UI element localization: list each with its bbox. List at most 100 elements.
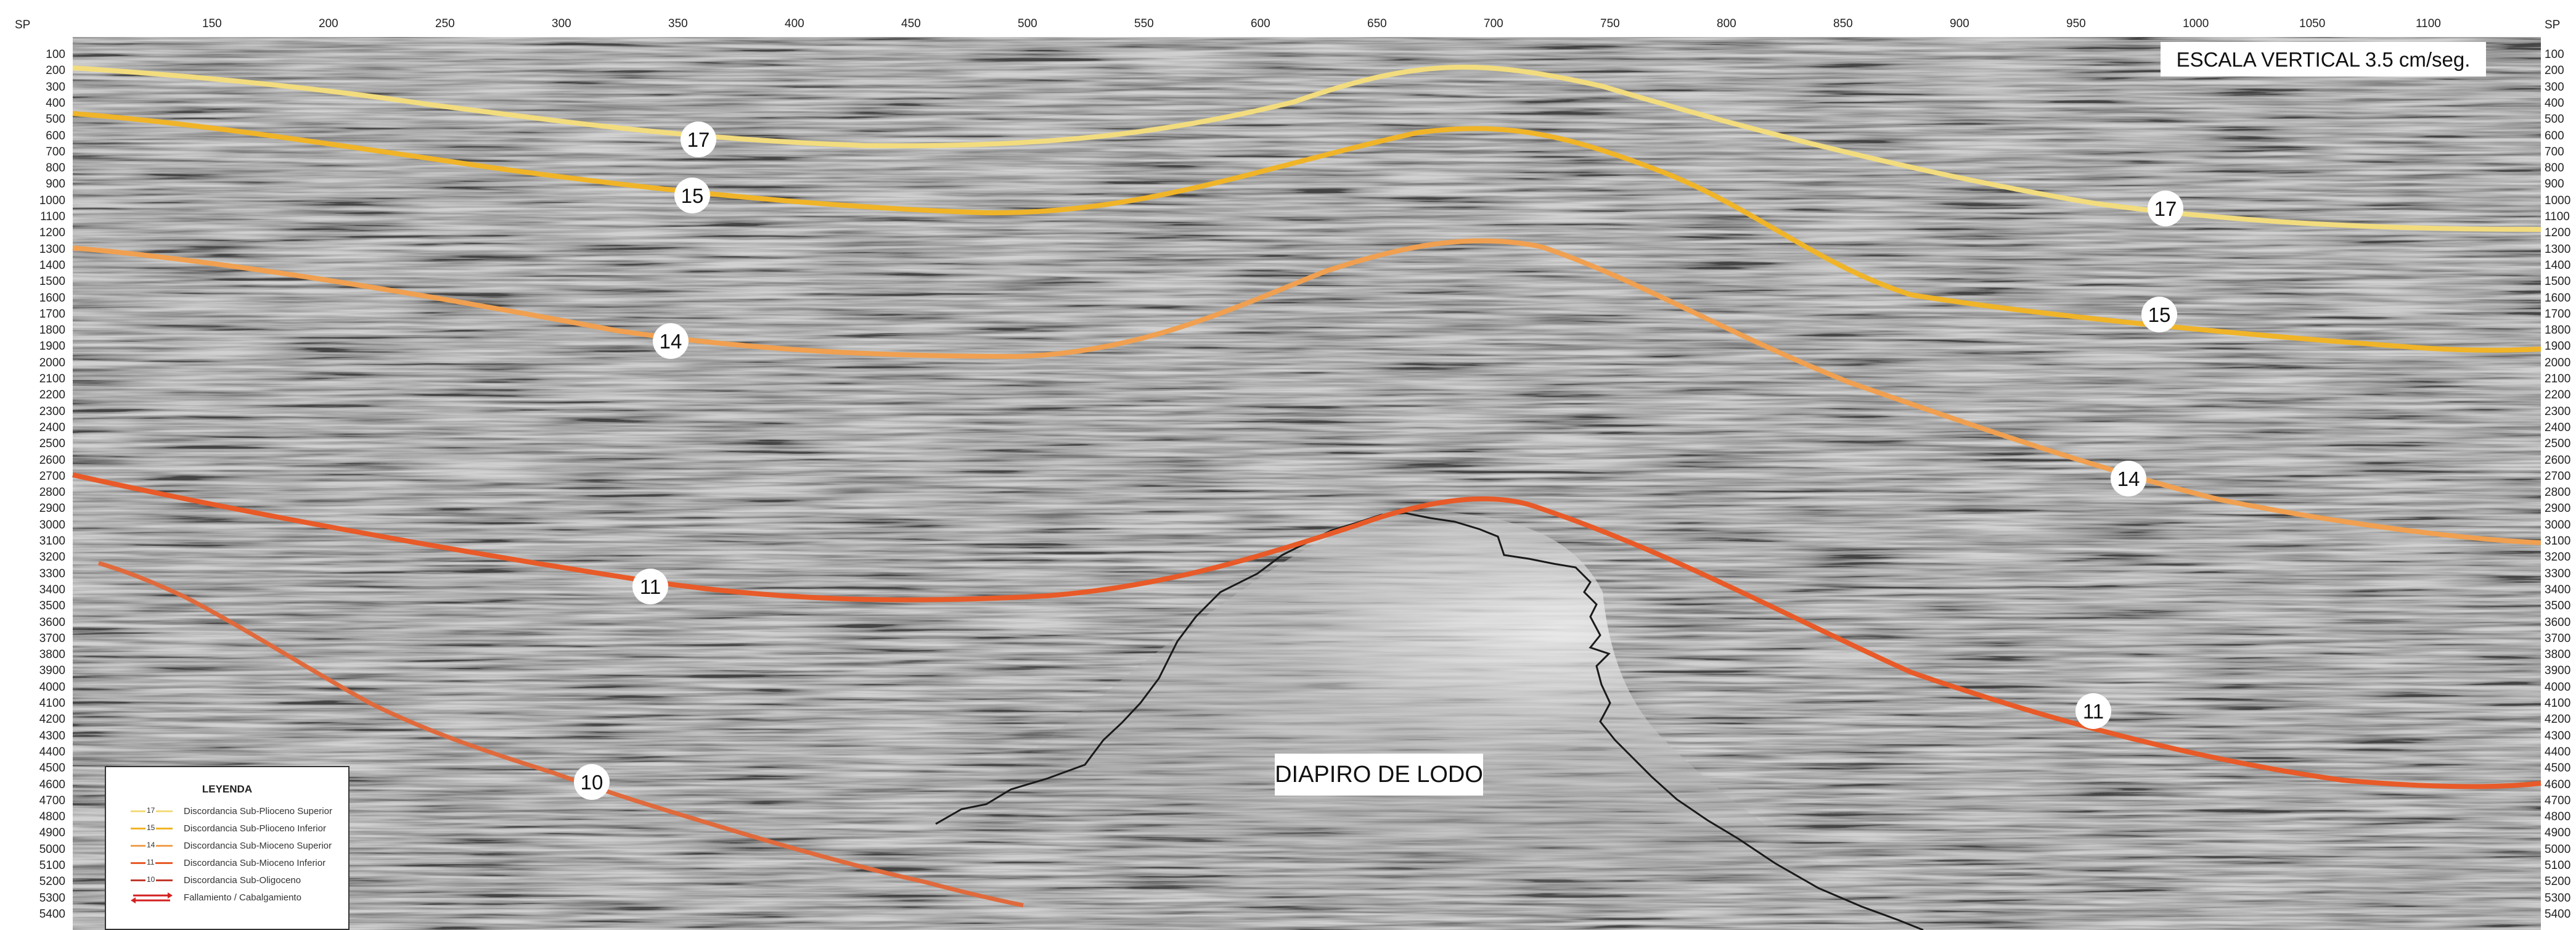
marker-15-a: 15 bbox=[674, 178, 710, 213]
legend-num-17: 17 bbox=[145, 805, 157, 815]
right-axis-tick: 1100 bbox=[2545, 210, 2570, 223]
marker-14-b: 14 bbox=[2111, 461, 2146, 496]
right-axis-tick: 2300 bbox=[2545, 405, 2571, 418]
left-axis-tick: 1500 bbox=[39, 275, 65, 289]
right-axis-tick: 1900 bbox=[2545, 340, 2571, 353]
marker-15-a-label: 15 bbox=[681, 184, 704, 207]
top-axis-tick: 850 bbox=[1833, 17, 1853, 30]
top-axis-tick: 550 bbox=[1134, 17, 1154, 30]
right-axis-tick: 700 bbox=[2545, 145, 2564, 158]
right-axis-tick: 2500 bbox=[2545, 437, 2571, 451]
left-axis-tick: 5000 bbox=[39, 842, 65, 856]
right-axis-tick: 4700 bbox=[2545, 794, 2571, 807]
right-axis-tick: 800 bbox=[2545, 162, 2564, 175]
right-axis-tick: 4900 bbox=[2545, 826, 2571, 840]
right-axis-tick: 4200 bbox=[2545, 713, 2571, 726]
left-axis-tick: 4300 bbox=[39, 729, 65, 743]
left-axis-tick: 800 bbox=[46, 162, 65, 175]
left-axis-tick: 2600 bbox=[39, 453, 65, 467]
legend-num-15: 15 bbox=[145, 823, 157, 833]
left-axis-tick: 1100 bbox=[40, 210, 65, 223]
top-axis-tick: 750 bbox=[1600, 17, 1620, 30]
left-axis-tick: 2000 bbox=[39, 356, 65, 369]
left-axis-tick: 2900 bbox=[39, 502, 65, 516]
right-axis-tick: 400 bbox=[2545, 96, 2564, 110]
legend-item-11: 11 Discordancia Sub-Mioceno Inferior bbox=[131, 856, 325, 870]
marker-14-a-label: 14 bbox=[660, 330, 682, 353]
diapir-outline bbox=[935, 512, 1924, 930]
right-axis-tick: 5200 bbox=[2545, 875, 2571, 889]
left-axis-tick: 2300 bbox=[39, 405, 65, 418]
horizon-14-line bbox=[72, 238, 2541, 545]
right-axis-tick: 4600 bbox=[2545, 778, 2571, 791]
right-axis-tick: 4300 bbox=[2545, 729, 2571, 743]
legend-item-10: 10 Discordancia Sub-Oligoceno bbox=[131, 873, 301, 887]
left-axis-tick: 900 bbox=[46, 178, 65, 191]
top-axis-tick: 700 bbox=[1484, 17, 1503, 30]
legend-num-14: 14 bbox=[145, 840, 157, 850]
left-axis-tick: 2800 bbox=[39, 486, 65, 500]
left-axis-tick: 4400 bbox=[39, 745, 65, 759]
legend-text-15: Discordancia Sub-Plioceno Inferior bbox=[184, 823, 326, 834]
right-axis-tick: 4500 bbox=[2545, 762, 2571, 775]
top-axis-tick: 450 bbox=[901, 17, 921, 30]
right-axis-tick: 4800 bbox=[2545, 810, 2571, 824]
marker-11-a: 11 bbox=[632, 569, 668, 604]
legend-swatch-14: 14 bbox=[131, 839, 173, 852]
left-axis-tick: 2400 bbox=[39, 421, 65, 434]
left-axis-tick: 4100 bbox=[39, 697, 65, 710]
right-axis-tick: 5300 bbox=[2545, 891, 2571, 905]
left-axis-tick: 3400 bbox=[39, 583, 65, 596]
marker-11-a-label: 11 bbox=[640, 575, 661, 598]
left-axis-tick: 3200 bbox=[39, 551, 65, 564]
marker-15-b: 15 bbox=[2141, 297, 2177, 332]
right-axis-tick: 1200 bbox=[2545, 226, 2571, 240]
left-axis-tick: 5200 bbox=[39, 875, 65, 889]
top-axis-tick: 650 bbox=[1367, 17, 1387, 30]
legend-item-fault: Fallamiento / Cabalgamiento bbox=[131, 891, 301, 904]
right-axis-tick: 4000 bbox=[2545, 680, 2571, 694]
left-axis-tick: 1900 bbox=[39, 340, 65, 353]
left-axis-tick: 3500 bbox=[39, 599, 65, 613]
right-axis-tick: 5100 bbox=[2545, 859, 2571, 872]
sp-label-right: SP bbox=[2545, 19, 2561, 31]
left-axis-tick: 3000 bbox=[39, 518, 65, 532]
left-axis-tick: 1600 bbox=[39, 291, 65, 305]
top-axis-tick: 1000 bbox=[2183, 17, 2209, 30]
marker-17-b: 17 bbox=[2148, 191, 2183, 226]
left-axis-tick: 3600 bbox=[39, 615, 65, 629]
top-axis-tick: 250 bbox=[435, 17, 455, 30]
left-axis-tick: 1300 bbox=[39, 242, 65, 256]
left-axis-tick: 5300 bbox=[39, 891, 65, 905]
left-axis-tick: 3900 bbox=[39, 664, 65, 678]
left-axis-tick: 4600 bbox=[39, 778, 65, 791]
left-axis-tick: 1400 bbox=[39, 258, 65, 272]
left-axis-tick: 4000 bbox=[39, 680, 65, 694]
left-axis-tick: 600 bbox=[46, 129, 65, 142]
right-axis-tick: 5400 bbox=[2545, 907, 2571, 921]
right-axis-tick: 1500 bbox=[2545, 275, 2571, 289]
horizon-11-line bbox=[72, 472, 2541, 789]
left-axis-tick: 2700 bbox=[39, 469, 65, 483]
marker-17-a: 17 bbox=[681, 121, 716, 157]
marker-10-label: 10 bbox=[581, 771, 603, 794]
right-axis-tick: 2100 bbox=[2545, 372, 2571, 385]
fault-arrows-icon bbox=[131, 892, 173, 903]
legend-item-15: 15 Discordancia Sub-Plioceno Inferior bbox=[131, 821, 326, 835]
right-axis-tick: 3400 bbox=[2545, 583, 2571, 596]
legend-item-17: 17 Discordancia Sub-Plioceno Superior bbox=[131, 804, 332, 818]
right-axis-tick: 600 bbox=[2545, 129, 2564, 142]
right-axis-tick: 2800 bbox=[2545, 486, 2571, 500]
horizon-markers: 17 17 15 15 14 14 11 11 10 bbox=[574, 121, 2183, 800]
right-axis-tick: 3600 bbox=[2545, 615, 2571, 629]
legend-text-fault: Fallamiento / Cabalgamiento bbox=[184, 892, 301, 903]
right-axis-tick: 1700 bbox=[2545, 307, 2571, 321]
marker-11-b: 11 bbox=[2075, 693, 2111, 729]
horizon-10-line bbox=[97, 561, 1024, 908]
top-axis-tick: 1050 bbox=[2299, 17, 2326, 30]
right-axis-tick: 3500 bbox=[2545, 599, 2571, 613]
right-axis-tick: 2000 bbox=[2545, 356, 2571, 369]
diapir-label: DIAPIRO DE LODO bbox=[1275, 754, 1483, 796]
right-axis-tick: 1400 bbox=[2545, 258, 2571, 272]
